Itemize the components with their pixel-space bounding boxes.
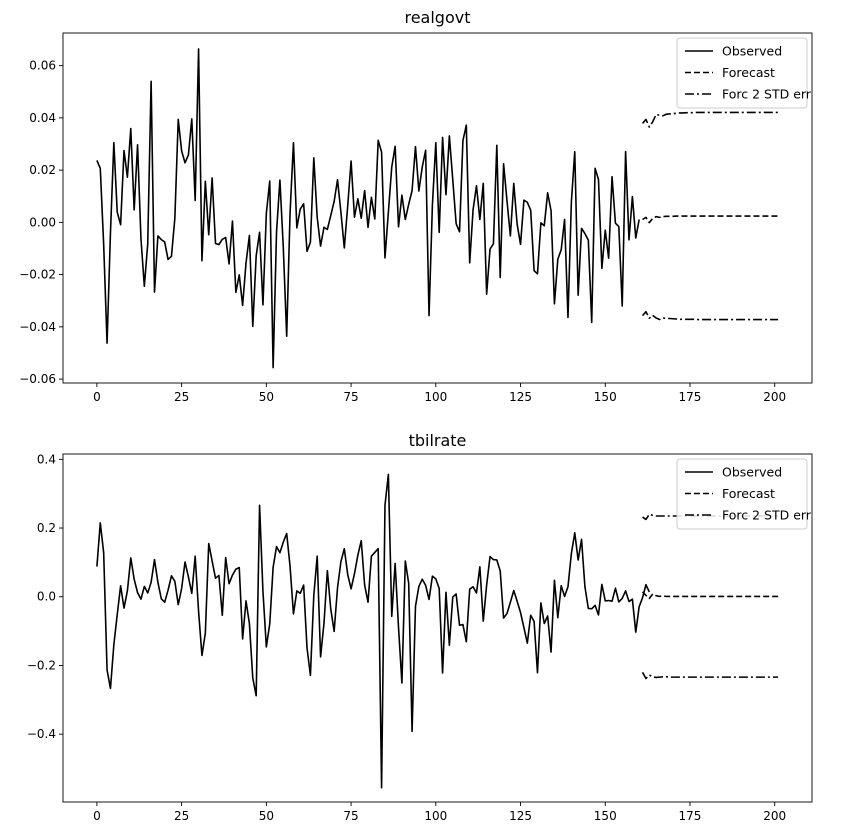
x-tick-label: 125	[509, 390, 532, 404]
legend-label: Forecast	[722, 486, 775, 501]
legend: Observed Forecast Forc 2 STD err	[676, 458, 812, 530]
legend-box	[676, 458, 808, 530]
series-line-dashed	[641, 591, 779, 600]
y-tick-label: −0.2	[27, 658, 56, 672]
y-tick-label: 0.00	[29, 215, 56, 229]
chart-panel-tbilrate: tbilrate 0 25 50 75 100 125 150 175 200 −0.4 −0.2 0…	[27, 431, 813, 823]
series-group	[96, 48, 779, 369]
series-line-dashdot-lower	[641, 671, 779, 680]
x-tick-label: 25	[174, 809, 189, 823]
y-tick-label: −0.06	[19, 372, 56, 386]
chart-title: realgovt	[404, 8, 470, 27]
y-tick-label: 0.0	[37, 590, 56, 604]
chart-title: tbilrate	[409, 431, 467, 450]
legend: Observed Forecast Forc 2 STD err	[676, 37, 812, 109]
legend-label: Observed	[722, 465, 782, 480]
x-tick-label: 200	[763, 809, 786, 823]
x-tick-label: 75	[343, 390, 358, 404]
x-tick-label: 175	[679, 809, 702, 823]
y-tick-label: 0.02	[29, 163, 56, 177]
x-tick-label: 100	[424, 809, 447, 823]
y-tick-label: −0.04	[19, 320, 56, 334]
x-tick-label: 50	[259, 809, 274, 823]
x-tick-label: 0	[93, 809, 101, 823]
x-tick-label: 150	[594, 809, 617, 823]
legend-label: Forecast	[722, 65, 775, 80]
x-tick-label: 0	[93, 390, 101, 404]
x-tick-label: 50	[259, 390, 274, 404]
legend-label: Forc 2 STD err	[722, 508, 812, 523]
y-tick-label: 0.06	[29, 59, 56, 73]
y-tick-label: 0.4	[37, 452, 56, 466]
x-tick-label: 125	[509, 809, 532, 823]
plot-frame	[62, 453, 813, 803]
x-tick-label: 175	[679, 390, 702, 404]
x-tick-label: 25	[174, 390, 189, 404]
x-tick-label: 75	[343, 809, 358, 823]
x-tick-label: 150	[594, 390, 617, 404]
legend-label: Observed	[722, 44, 782, 59]
series-line-dashdot-lower	[641, 310, 779, 321]
y-tick-label: −0.4	[27, 727, 56, 741]
y-tick-label: 0.04	[29, 111, 56, 125]
y-tick-label: −0.02	[19, 268, 56, 282]
legend-label: Forc 2 STD err	[722, 87, 812, 102]
series-line-solid	[96, 473, 651, 789]
legend-box	[676, 37, 808, 109]
x-tick-label: 200	[763, 390, 786, 404]
chart-panel-realgovt: realgovt 0 25 50 75 100 125 150 175 200 −0.06 −0.0…	[19, 8, 813, 404]
y-tick-label: 0.2	[37, 521, 56, 535]
x-tick-label: 100	[424, 390, 447, 404]
series-line-dashdot-upper	[641, 111, 779, 128]
plot-frame	[62, 32, 813, 384]
series-line-dashed	[642, 215, 779, 224]
series-line-solid	[96, 48, 640, 369]
